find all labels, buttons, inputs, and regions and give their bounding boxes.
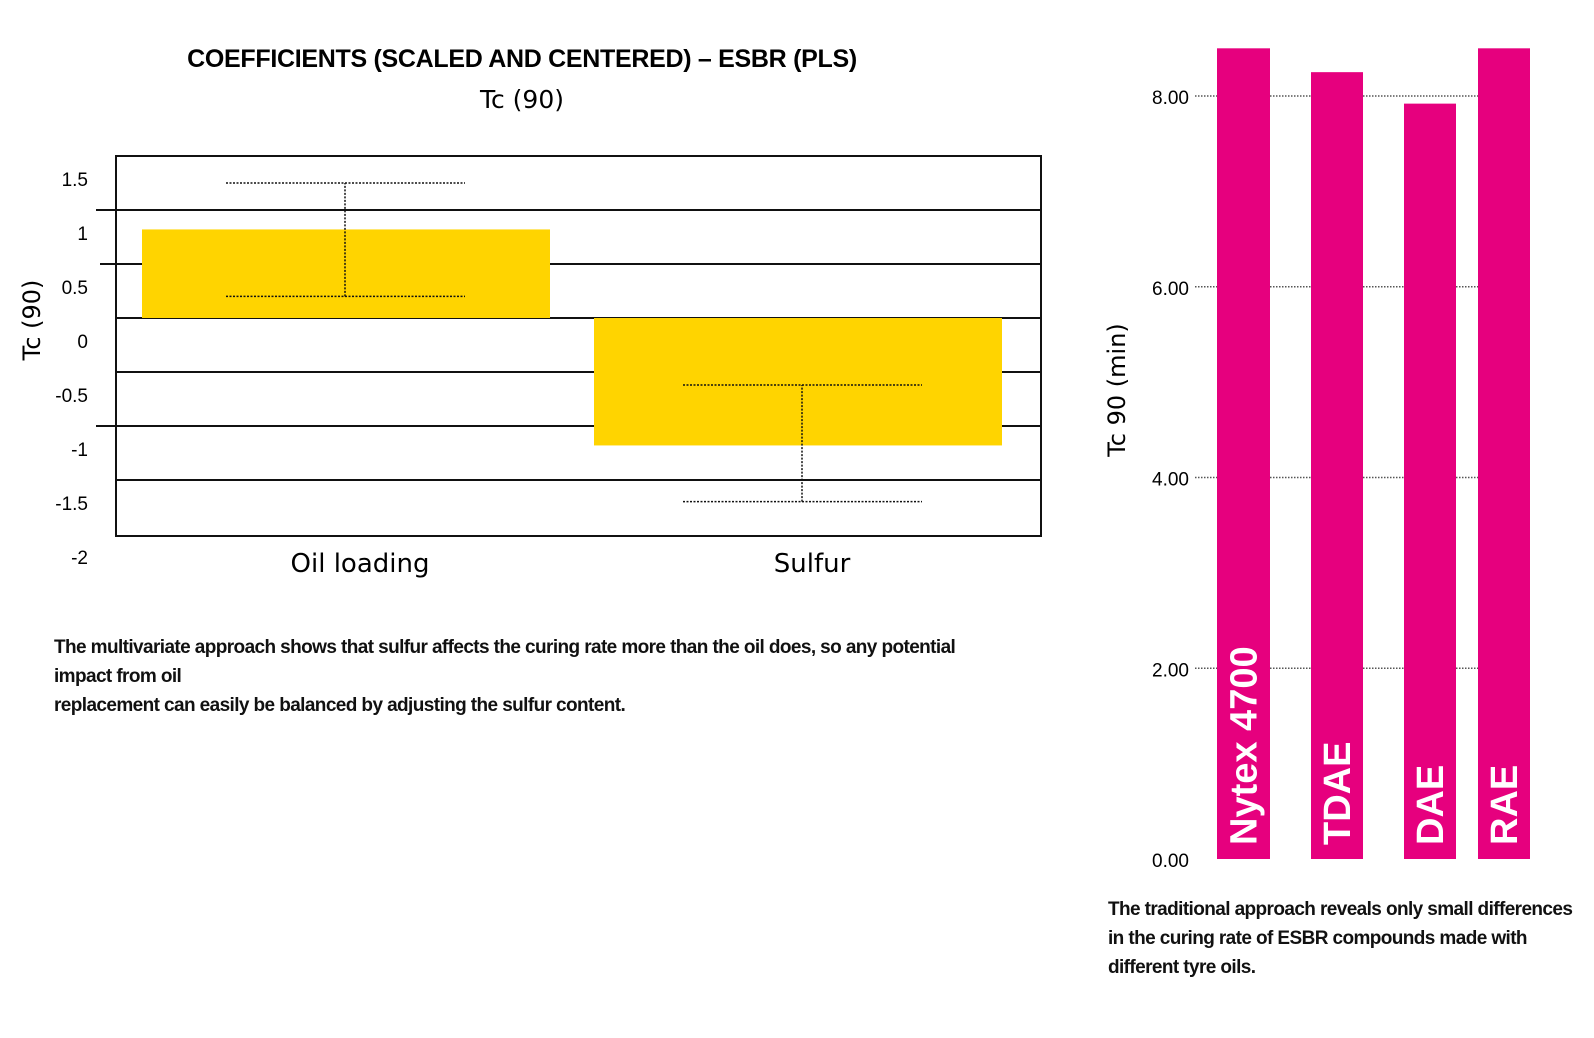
y-tick-label: 2.00 <box>1152 660 1189 681</box>
chart-subtitle: Tc (90) <box>479 85 564 114</box>
bars-right: Nytex 4700 TDAE DAE RAE <box>1217 48 1530 859</box>
error-bars <box>226 182 922 503</box>
y-tick-labels: 1.5 1 0.5 0 -0.5 -1 -1.5 -2 <box>55 170 88 569</box>
y-tick-label: -2 <box>71 548 88 569</box>
y-tick-label: -1.5 <box>55 494 88 515</box>
y-tick-label: 0.00 <box>1152 851 1189 872</box>
caption-right: The traditional approach reveals only sm… <box>1108 895 1578 982</box>
bar-nytex-4700 <box>1217 48 1270 859</box>
bar-label: TDAE <box>1317 742 1359 845</box>
y-tick-label: 1 <box>77 224 88 245</box>
plot-frame <box>115 155 1042 537</box>
caption-left-line-1: The multivariate approach shows that sul… <box>54 637 956 687</box>
bar-label: Nytex 4700 <box>1224 646 1266 845</box>
y-axis-label: Tc (90) <box>18 280 46 362</box>
caption-right-line-1: The traditional approach reveals only sm… <box>1108 899 1573 920</box>
bar-tdae <box>1311 72 1363 859</box>
bars <box>142 229 1002 446</box>
y-axis-label-right: Tc 90 (min) <box>1103 323 1131 458</box>
tc90-chart: Tc 90 (min) 0.00 2.00 4.00 6.00 8.00 Nytex 4… <box>1103 48 1530 872</box>
y-tick-label: 1.5 <box>62 170 88 191</box>
category-label: Sulfur <box>774 549 851 579</box>
bar-sulfur <box>594 318 1002 446</box>
y-tick-label: 0.5 <box>62 278 88 299</box>
category-label: Oil loading <box>291 549 430 579</box>
bar-label: DAE <box>1410 765 1452 845</box>
caption-left: The multivariate approach shows that sul… <box>54 633 1014 720</box>
y-tick-labels-right: 0.00 2.00 4.00 6.00 8.00 <box>1152 88 1189 872</box>
caption-right-line-2: in the curing rate of ESBR compounds mad… <box>1108 928 1528 949</box>
chart-title: COEFFICIENTS (SCALED AND CENTERED) – ESB… <box>187 45 857 73</box>
bar-rae <box>1478 48 1530 859</box>
bar-oil-loading <box>142 229 550 318</box>
bar-dae <box>1404 103 1456 859</box>
coefficients-chart: COEFFICIENTS (SCALED AND CENTERED) – ESB… <box>18 45 1042 579</box>
y-tick-label: 6.00 <box>1152 279 1189 300</box>
y-tick-label: -0.5 <box>55 386 88 407</box>
caption-left-line-2: replacement can easily be balanced by ad… <box>54 695 626 716</box>
caption-right-line-3: different tyre oils. <box>1108 957 1256 978</box>
y-tick-label: 0 <box>77 332 88 353</box>
y-tick-label: 8.00 <box>1152 88 1189 109</box>
bar-label: RAE <box>1484 765 1526 845</box>
y-tick-label: 4.00 <box>1152 470 1189 491</box>
y-tick-label: -1 <box>71 440 88 461</box>
category-labels: Oil loading Sulfur <box>291 549 851 579</box>
